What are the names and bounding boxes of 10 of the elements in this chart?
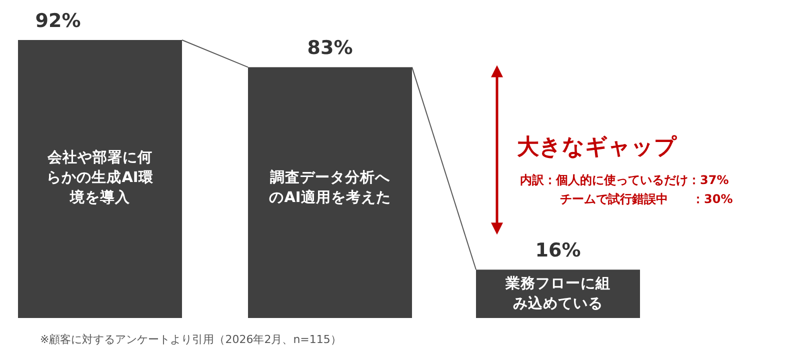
x-tick-label: 業務フローに組み込めている	[504, 274, 612, 314]
x-tick-label: 調査データ分析へのAI適用を考えた	[268, 168, 392, 208]
data-label: 83%	[307, 37, 353, 60]
data-label: 92%	[35, 10, 81, 32]
x-tick-label: 会社や部署に何らかの生成AI環境を導入	[46, 148, 154, 208]
annotation: チームで試行錯誤中 ：30%	[560, 192, 733, 206]
annotation: 大きなギャップ	[517, 135, 677, 160]
annotation: 内訳：個人的に使っているだけ：37%	[520, 173, 729, 187]
text: ※顧客に対するアンケートより引用（2026年2月、n=115）	[40, 333, 342, 346]
data-label: 16%	[535, 240, 581, 262]
